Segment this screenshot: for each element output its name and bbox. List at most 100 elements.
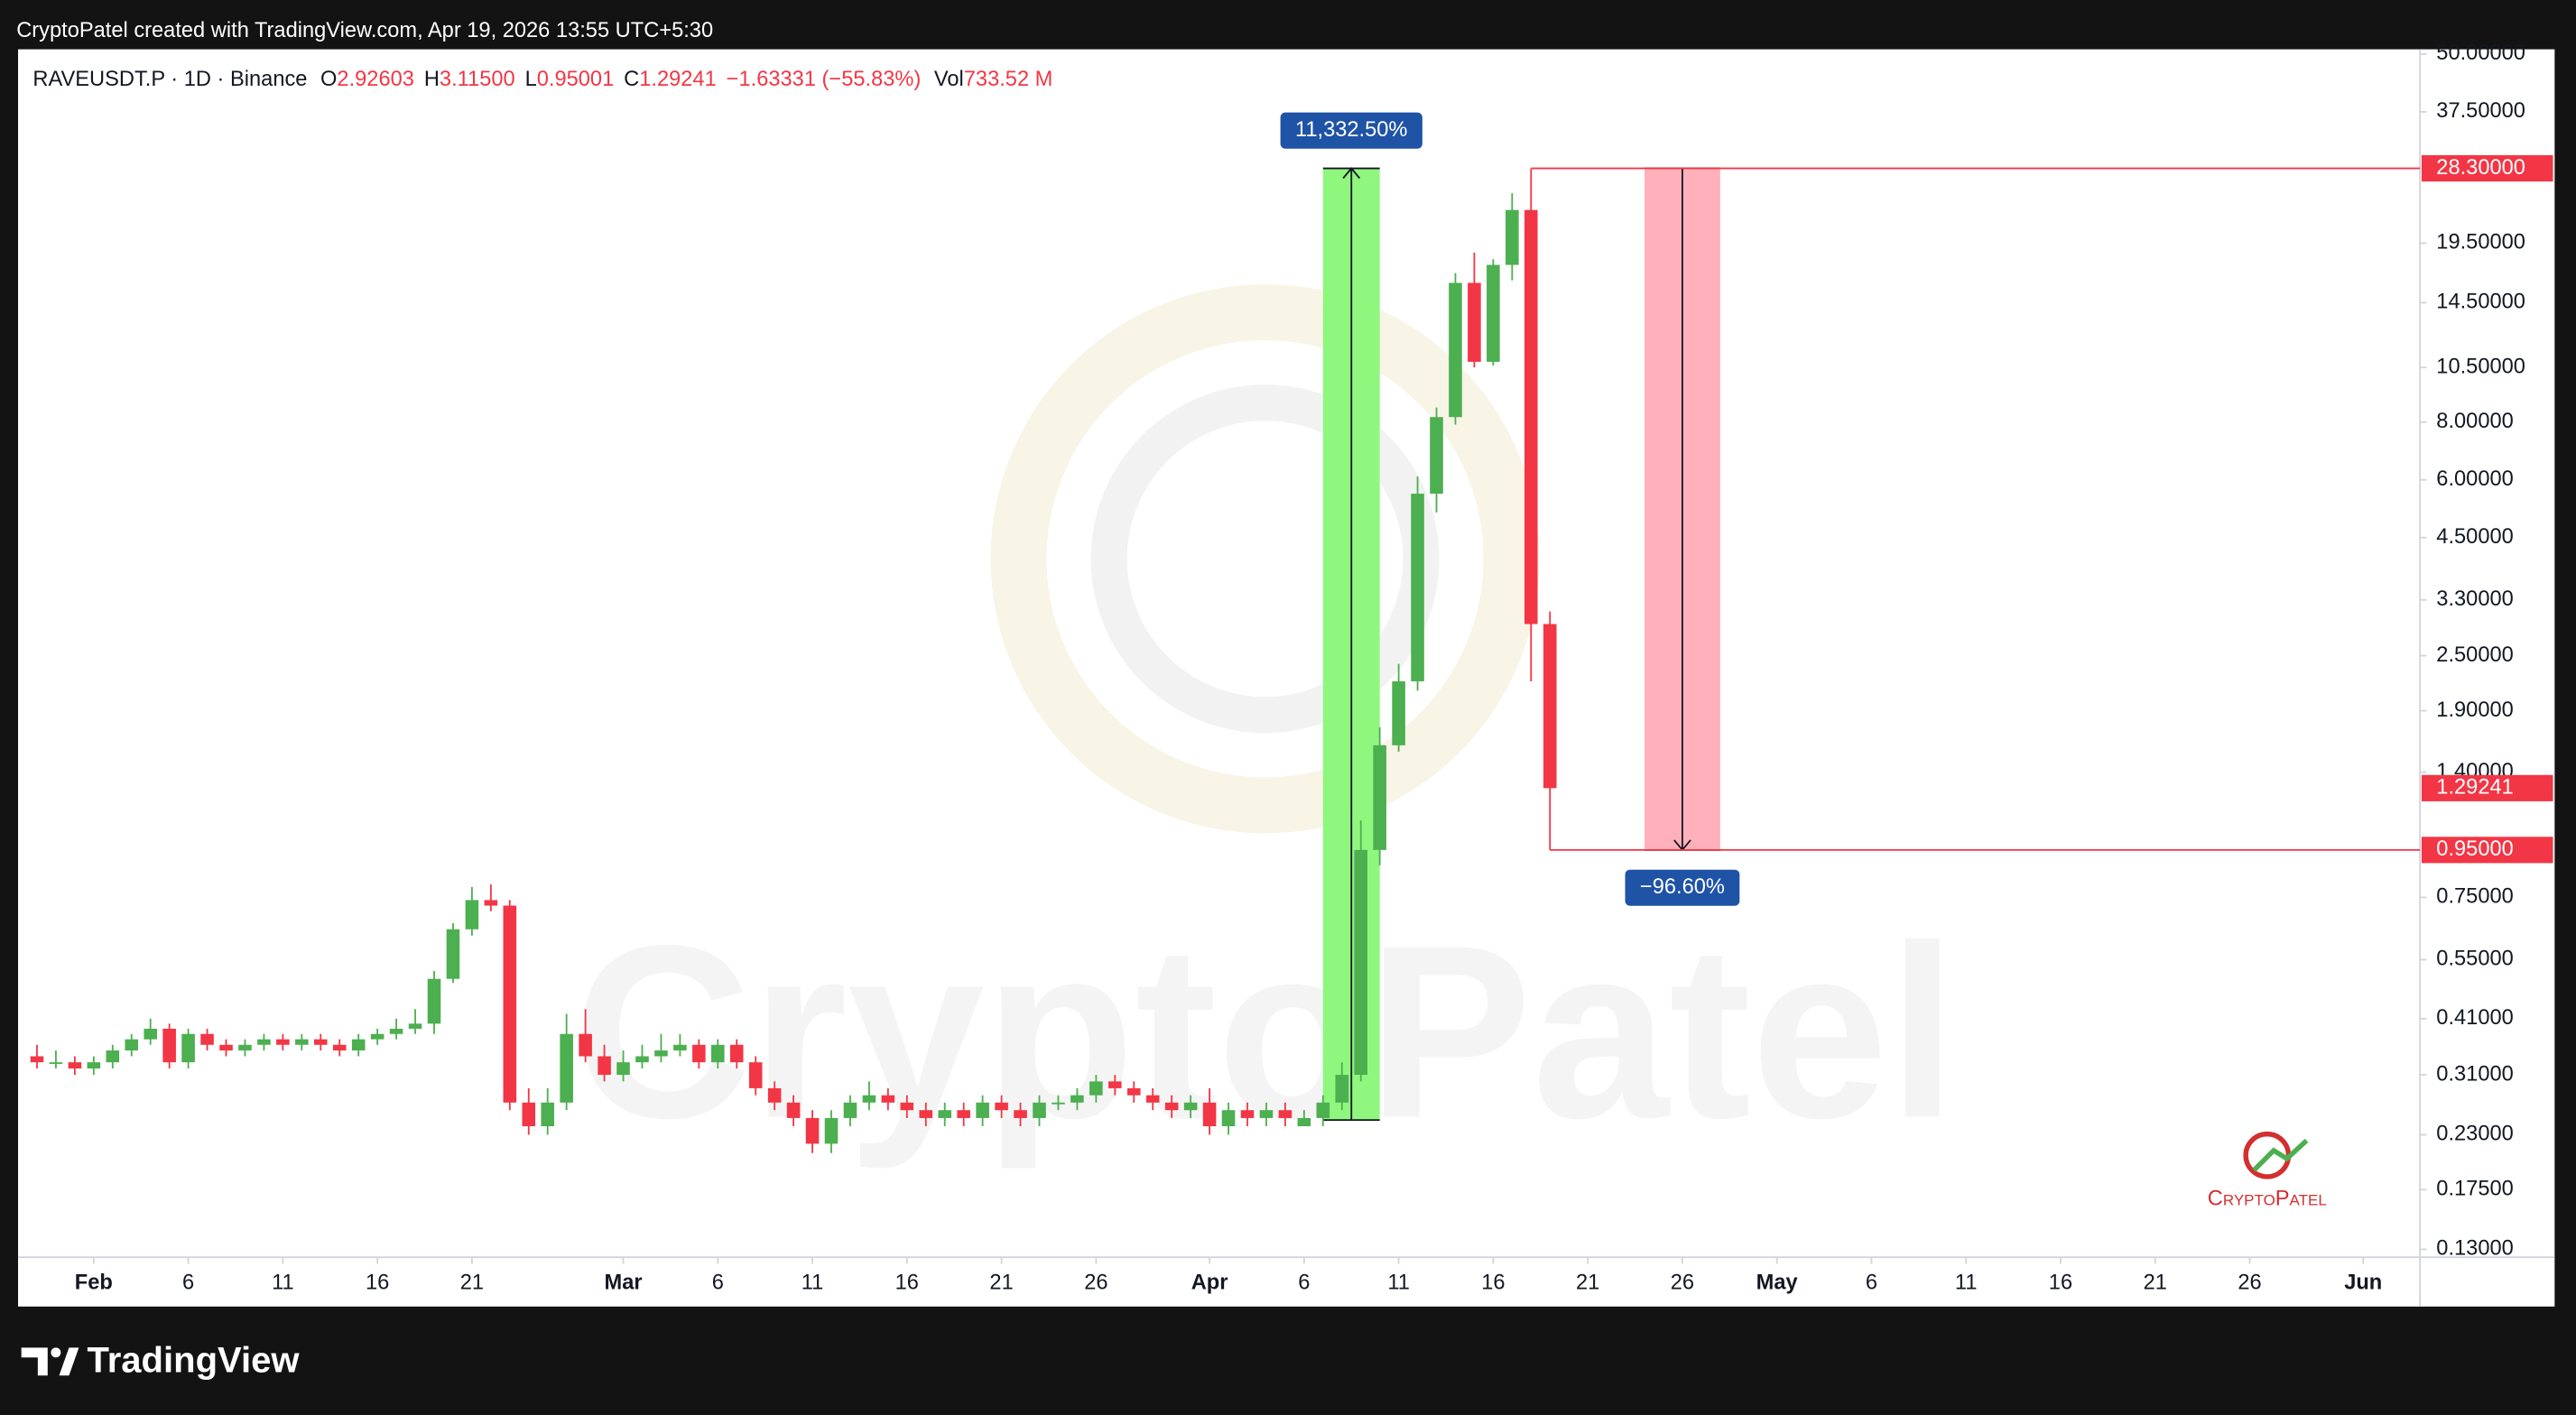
candle-body (162, 1028, 176, 1063)
x-tick-label: 21 (2144, 1272, 2167, 1295)
candle-body (1033, 1102, 1046, 1118)
candle-body (1373, 744, 1386, 850)
y-tick-label: 0.17500 (2436, 1178, 2513, 1201)
legend-value: 733.52 M (964, 68, 1053, 91)
y-tick-label: 10.50000 (2436, 355, 2525, 378)
candle-body (711, 1044, 725, 1063)
candle-body (748, 1062, 763, 1088)
logo-icon (2252, 1138, 2309, 1172)
candle-body (1145, 1095, 1160, 1103)
x-tick-label: 21 (989, 1272, 1013, 1295)
y-tick-label: 50.00000 (2436, 42, 2525, 65)
candle-body (1014, 1110, 1027, 1118)
candle-body (1335, 1075, 1349, 1103)
candle-body (1506, 209, 1519, 265)
candle-body (68, 1062, 82, 1068)
plot: 50.00000 37.50000 19.50000 14.50000 10.50000… (30, 42, 2553, 1295)
candle-body (276, 1039, 290, 1045)
candle-body (351, 1039, 366, 1051)
candle-body (1240, 1110, 1255, 1118)
y-tick-label: 0.55000 (2436, 948, 2513, 971)
x-tick-label: Mar (604, 1272, 642, 1295)
candle-body (522, 1102, 536, 1127)
candle-body (238, 1044, 252, 1051)
candle-body (560, 1033, 573, 1103)
x-tick-label: 26 (1671, 1272, 1694, 1295)
candle-body (541, 1102, 554, 1127)
candle-body (257, 1039, 271, 1045)
candle-body (1468, 282, 1481, 362)
candle-body (654, 1050, 668, 1057)
price-tag-label: 0.95000 (2436, 837, 2513, 861)
measure-label: 11,332.50% (1295, 118, 1407, 142)
x-tick-label: Feb (75, 1272, 113, 1295)
candle-body (900, 1102, 914, 1111)
x-tick-label: 6 (1298, 1272, 1310, 1295)
watermark-text: CryptoPatel (573, 894, 1956, 1171)
y-tick-label: 0.13000 (2436, 1237, 2513, 1261)
measure-label: −96.60% (1640, 875, 1725, 899)
x-tick-label: 6 (712, 1272, 724, 1295)
candle-body (408, 1023, 422, 1029)
legend-value: 2.92603 (337, 68, 413, 91)
candle-body (1354, 849, 1367, 1076)
candle-body (1221, 1110, 1236, 1127)
chart-area (18, 49, 2555, 1307)
measure-label-box (1280, 112, 1422, 149)
candle-body (1089, 1081, 1103, 1096)
y-tick-label: 37.50000 (2436, 99, 2525, 123)
candle-body (465, 900, 479, 929)
y-tick-label: 14.50000 (2436, 291, 2525, 314)
x-tick-label: 16 (2049, 1272, 2072, 1295)
candle-body (1316, 1102, 1330, 1118)
candle-body (106, 1050, 120, 1063)
x-tick-label: 16 (1481, 1272, 1505, 1295)
candle-body (1126, 1087, 1141, 1096)
ohlc-legend: RAVEUSDT.P · 1D · Binance O2.92603 H3.1150… (32, 68, 1052, 91)
logo-text: CryptoPatel (2208, 1188, 2327, 1211)
legend-value: 3.11500 (440, 68, 515, 91)
candle-body (1183, 1102, 1198, 1111)
candle-body (446, 929, 460, 979)
x-tick-label: Apr (1191, 1272, 1228, 1295)
footer-logo (51, 1347, 61, 1358)
y-tick-label: 3.30000 (2436, 587, 2513, 611)
candle-body (87, 1062, 101, 1068)
candle-body (919, 1110, 933, 1118)
price-tag (2421, 774, 2553, 801)
candle-body (843, 1102, 857, 1118)
legend-key: O (320, 68, 337, 91)
candle-body (616, 1062, 630, 1076)
candle-body (1164, 1102, 1179, 1111)
watermark: CryptoPatel (573, 284, 1957, 1171)
y-tick-label: 2.50000 (2436, 643, 2513, 667)
y-tick-label: 4.50000 (2436, 525, 2513, 549)
x-tick-label: 6 (1866, 1272, 1877, 1295)
candle-body (1543, 624, 1557, 789)
legend-value: 1.29241 (639, 68, 716, 91)
candle-body (1278, 1110, 1293, 1118)
candle-body (1449, 282, 1462, 418)
candle-body (938, 1110, 952, 1118)
candle-body (30, 1056, 44, 1063)
candle-body (1202, 1102, 1217, 1127)
price-tag-label: 28.30000 (2436, 156, 2525, 180)
candle-body (767, 1087, 782, 1103)
footer-brand: TradingView (87, 1340, 300, 1380)
candle-body (976, 1102, 989, 1118)
y-tick-label: 0.41000 (2436, 1006, 2513, 1030)
candle-body (995, 1102, 1008, 1111)
candle-body (1524, 209, 1538, 624)
candle-body (389, 1028, 403, 1034)
candle-body (370, 1033, 385, 1040)
candle-body (181, 1033, 195, 1063)
candle-body (49, 1062, 63, 1064)
candle-body (786, 1102, 801, 1118)
candle-body (1487, 264, 1500, 362)
candle-body (1108, 1081, 1122, 1088)
footer-logo (21, 1347, 48, 1376)
candle-body (427, 978, 441, 1024)
x-tick-label: 21 (1576, 1272, 1599, 1295)
x-tick-label: 16 (895, 1272, 919, 1295)
